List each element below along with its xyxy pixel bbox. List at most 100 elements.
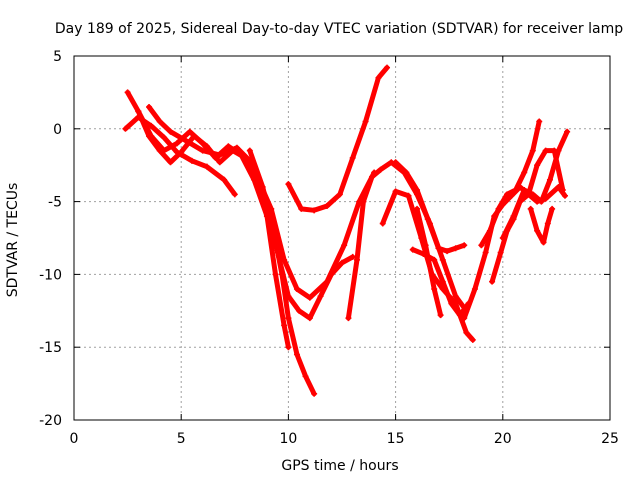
data-point: [122, 125, 129, 132]
y-tick-label: -10: [39, 267, 62, 283]
data-point: [225, 143, 232, 150]
data-point: [285, 344, 292, 351]
data-point: [564, 128, 571, 135]
data-point: [456, 312, 463, 319]
data-point: [148, 133, 155, 140]
data-point: [336, 191, 343, 198]
data-point: [311, 390, 318, 397]
data-point: [527, 205, 534, 212]
data-point: [516, 198, 523, 205]
data-point: [431, 256, 438, 263]
data-point: [521, 186, 528, 193]
series-line: [393, 159, 467, 254]
data-point: [323, 202, 330, 209]
data-point: [536, 118, 543, 125]
data-point: [510, 216, 517, 223]
data-point: [278, 271, 285, 278]
series-track-16: [527, 205, 556, 246]
series-line: [247, 148, 317, 397]
data-point: [392, 188, 399, 195]
y-tick-label: 5: [53, 49, 62, 65]
data-point: [306, 315, 313, 322]
data-point: [512, 186, 519, 193]
y-tick-label: -15: [39, 340, 62, 356]
data-point: [306, 294, 313, 301]
data-point: [414, 186, 421, 193]
data-point: [369, 173, 376, 180]
y-tick-label: -5: [48, 195, 62, 211]
data-point: [540, 239, 547, 246]
data-point: [349, 154, 356, 161]
x-tick-label: 25: [601, 431, 619, 447]
data-point: [281, 322, 288, 329]
data-point: [461, 242, 468, 249]
data-point: [452, 293, 459, 300]
data-point: [135, 108, 142, 115]
data-point: [233, 144, 240, 151]
data-point: [542, 147, 549, 154]
series-track-11: [414, 205, 444, 319]
data-point: [561, 192, 568, 199]
data-point: [328, 271, 335, 278]
data-point: [424, 216, 431, 223]
data-point: [246, 147, 253, 154]
axis-ticks: 0 5 10 15 20 25 -20 -15 -10 -5 0 5: [39, 49, 619, 447]
data-point: [148, 122, 155, 129]
x-tick-label: 0: [70, 431, 79, 447]
data-point: [544, 220, 551, 227]
x-tick-label: 10: [279, 431, 297, 447]
data-point: [216, 152, 223, 159]
data-point: [199, 140, 206, 147]
data-point: [231, 191, 238, 198]
data-point: [146, 103, 153, 110]
data-point: [354, 256, 361, 263]
series-line: [489, 148, 566, 285]
data-point: [272, 271, 279, 278]
data-point: [281, 256, 288, 263]
data-point: [529, 147, 536, 154]
series-line: [461, 184, 568, 321]
data-point: [293, 285, 300, 292]
data-point: [463, 329, 470, 336]
series-track-5: [246, 147, 318, 397]
y-axis-label: SDTVAR / TECUs: [5, 183, 21, 298]
chart-title: Day 189 of 2025, Sidereal Day-to-day VTE…: [55, 21, 623, 37]
data-point: [444, 248, 451, 255]
data-series-layer: [122, 64, 571, 397]
data-point: [298, 205, 305, 212]
data-point: [486, 227, 493, 234]
x-tick-label: 15: [387, 431, 405, 447]
series-line: [414, 206, 444, 318]
data-point: [345, 315, 352, 322]
data-point: [203, 163, 210, 170]
series-track-9: [392, 159, 468, 255]
data-point: [469, 336, 476, 343]
data-point: [549, 205, 556, 212]
y-tick-label: 0: [53, 122, 62, 138]
data-point: [471, 285, 478, 292]
data-point: [504, 191, 511, 198]
data-point: [448, 300, 455, 307]
data-point: [437, 312, 444, 319]
data-point: [525, 191, 532, 198]
data-point: [221, 176, 228, 183]
data-point: [311, 207, 318, 214]
data-point: [534, 227, 541, 234]
data-point: [489, 278, 496, 285]
data-point: [285, 315, 292, 322]
plot-frame: [73, 55, 611, 421]
data-point: [414, 205, 421, 212]
series-line: [146, 104, 291, 350]
data-point: [431, 285, 438, 292]
data-point: [156, 118, 163, 125]
data-point: [349, 253, 356, 260]
data-point: [439, 256, 446, 263]
series-track-15: [489, 147, 566, 285]
data-point: [538, 198, 545, 205]
data-point: [461, 315, 468, 322]
data-point: [199, 147, 206, 154]
series-track-6: [285, 64, 391, 214]
x-tick-label: 5: [177, 431, 186, 447]
series-track-13: [478, 118, 543, 249]
data-point: [379, 220, 386, 227]
